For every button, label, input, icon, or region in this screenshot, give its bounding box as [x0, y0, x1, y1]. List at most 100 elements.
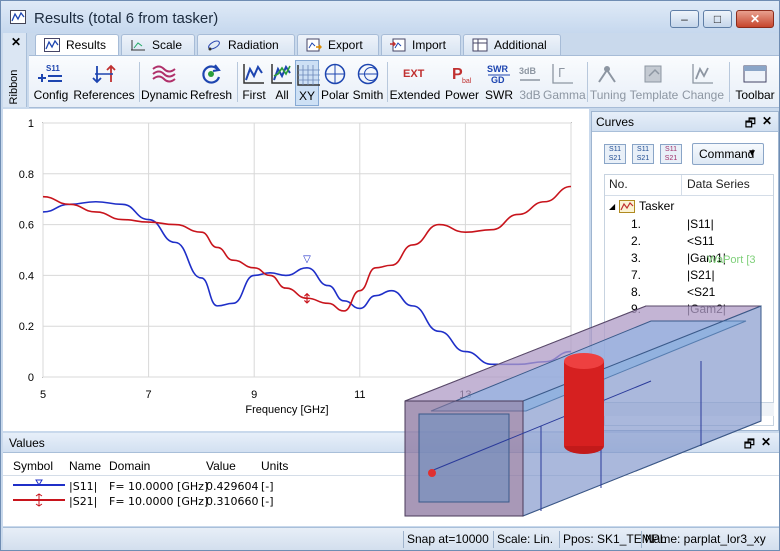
tab-radiation[interactable]: Radiation	[197, 34, 295, 55]
s21-symbol	[13, 493, 65, 507]
header-divider	[605, 195, 773, 196]
toolbar-separator	[387, 62, 388, 102]
curve-s-param-button-2[interactable]: S11 S21	[632, 144, 654, 164]
list-item[interactable]: 2. <S11	[605, 234, 773, 251]
column-divider	[681, 175, 682, 195]
pin-icon[interactable]: 🗗	[744, 116, 756, 130]
toolbar-separator	[587, 62, 588, 102]
xy-button[interactable]: XY	[295, 60, 320, 106]
title-bar[interactable]: Results (total 6 from tasker) – □ ✕	[1, 1, 779, 33]
template-icon	[644, 65, 662, 83]
y-tick-label: 0.4	[19, 270, 34, 282]
scale-icon	[131, 40, 145, 51]
marker-0: ▽	[303, 254, 311, 265]
tab-radiation-label: Radiation	[228, 38, 279, 52]
list-item[interactable]: 1. |S11|	[605, 217, 773, 234]
results-window-icon	[10, 10, 26, 24]
dynamic-label: Dynamic	[141, 88, 188, 102]
curve-s-param-button-1[interactable]: S11 S21	[604, 144, 626, 164]
svg-text:bal: bal	[462, 78, 472, 85]
tab-export[interactable]: Export	[297, 34, 379, 55]
horizontal-scrollbar[interactable]	[604, 402, 774, 416]
3db-button[interactable]: 3dB 3dB	[517, 60, 543, 106]
line-chart[interactable]: 5 7 9 11 13 15 0 0.2 0.4 0.6 0.8 1 Frequency [GHz] ▽ ↕	[3, 109, 589, 431]
row-number: 9.	[630, 302, 641, 316]
curves-close-icon[interactable]: ✕	[761, 114, 772, 128]
power-label: Power	[444, 88, 479, 102]
tree-root[interactable]: ◢ Tasker	[605, 199, 773, 216]
swr-button[interactable]: SWR GD SWR	[481, 60, 517, 106]
values-close-icon[interactable]: ✕	[760, 435, 771, 449]
refresh-icon	[202, 64, 221, 84]
additional-icon	[472, 38, 488, 52]
col-data-header: Data Series	[687, 177, 750, 191]
col-units-header: Units	[261, 459, 289, 473]
polar-button[interactable]: Polar	[319, 60, 351, 106]
ribbon-close-icon[interactable]: ✕	[11, 35, 22, 49]
status-name: Name: parplat_lor3_xy	[645, 532, 766, 546]
curve-s-param-button-3[interactable]: S11 S21	[660, 144, 682, 164]
command-dropdown[interactable]: Command ▼	[692, 143, 764, 165]
all-icon	[271, 64, 292, 84]
change-button[interactable]: Change	[681, 60, 725, 106]
close-button[interactable]: ✕	[736, 10, 774, 28]
list-item[interactable]: 7. |S21|	[605, 268, 773, 285]
config-label: Config	[33, 88, 69, 102]
smith-button[interactable]: Smith	[351, 60, 385, 106]
status-scale: Scale: Lin.	[497, 532, 554, 546]
refresh-button[interactable]: Refresh	[189, 60, 233, 106]
gamma-icon: Γ	[552, 64, 573, 84]
dynamic-button[interactable]: Dynamic	[141, 60, 188, 106]
all-button[interactable]: All	[269, 60, 295, 106]
status-separator	[641, 531, 642, 548]
extended-button[interactable]: EXT Extended	[389, 60, 441, 106]
svg-text:S11: S11	[46, 64, 60, 73]
tab-import-label: Import	[412, 38, 447, 52]
first-button[interactable]: First	[239, 60, 269, 106]
references-button[interactable]: References	[73, 60, 135, 106]
tab-scale[interactable]: Scale	[121, 34, 195, 55]
references-label: References	[73, 88, 135, 102]
maximize-button[interactable]: □	[703, 10, 732, 28]
status-separator	[403, 531, 404, 548]
values-header: Values 🗗 ✕	[3, 433, 779, 453]
plot-frame	[42, 122, 572, 378]
status-bar: Snap at=10000 Scale: Lin. Ppos: SK1_TEMP…	[3, 527, 779, 550]
ribbon-side-label[interactable]: Ribbon	[8, 69, 20, 105]
x-tick-label: 5	[40, 389, 46, 401]
toolbar-button[interactable]: Toolbar	[733, 60, 777, 106]
tuning-button[interactable]: Tuning	[589, 60, 627, 106]
gamma-button[interactable]: Γ Gamma	[543, 60, 586, 106]
table-cell: [-]	[261, 495, 274, 508]
col-value-header: Value	[206, 459, 236, 473]
tab-additional-label: Additional	[494, 38, 547, 52]
col-no-header: No.	[609, 177, 628, 191]
status-ppos: Ppos: SK1_TEMPL	[563, 532, 667, 546]
list-item[interactable]: 3. |Gam1|	[605, 251, 773, 268]
y-tick-label: 0.2	[19, 321, 34, 333]
x-tick-label: 15	[565, 389, 577, 401]
template-button[interactable]: Template	[629, 60, 679, 106]
tab-results[interactable]: Results	[35, 34, 119, 56]
series-line-1	[42, 185, 572, 312]
config-button[interactable]: S11 Config	[33, 60, 69, 106]
tab-import[interactable]: Import	[381, 34, 461, 55]
row-number: 2.	[630, 234, 641, 248]
chart-panel[interactable]: 5 7 9 11 13 15 0 0.2 0.4 0.6 0.8 1 Frequency [GHz] ▽ ↕	[3, 109, 589, 431]
row-number: 8.	[630, 285, 641, 299]
x-tick-label: 7	[146, 389, 152, 401]
smith-icon	[357, 63, 379, 85]
expand-icon[interactable]: ◢	[609, 202, 616, 211]
tab-additional[interactable]: Additional	[463, 34, 561, 55]
minimize-button[interactable]: –	[670, 10, 699, 28]
template-label: Template	[629, 88, 679, 102]
svg-text:3dB: 3dB	[519, 66, 537, 76]
svg-text:Γ: Γ	[558, 66, 565, 80]
svg-text:P: P	[452, 66, 463, 83]
curves-header: Curves 🗗 ✕	[592, 112, 778, 132]
list-item[interactable]: 9. |Gam2|	[605, 302, 773, 319]
refresh-label: Refresh	[189, 88, 233, 102]
list-item[interactable]: 8. <S21	[605, 285, 773, 302]
